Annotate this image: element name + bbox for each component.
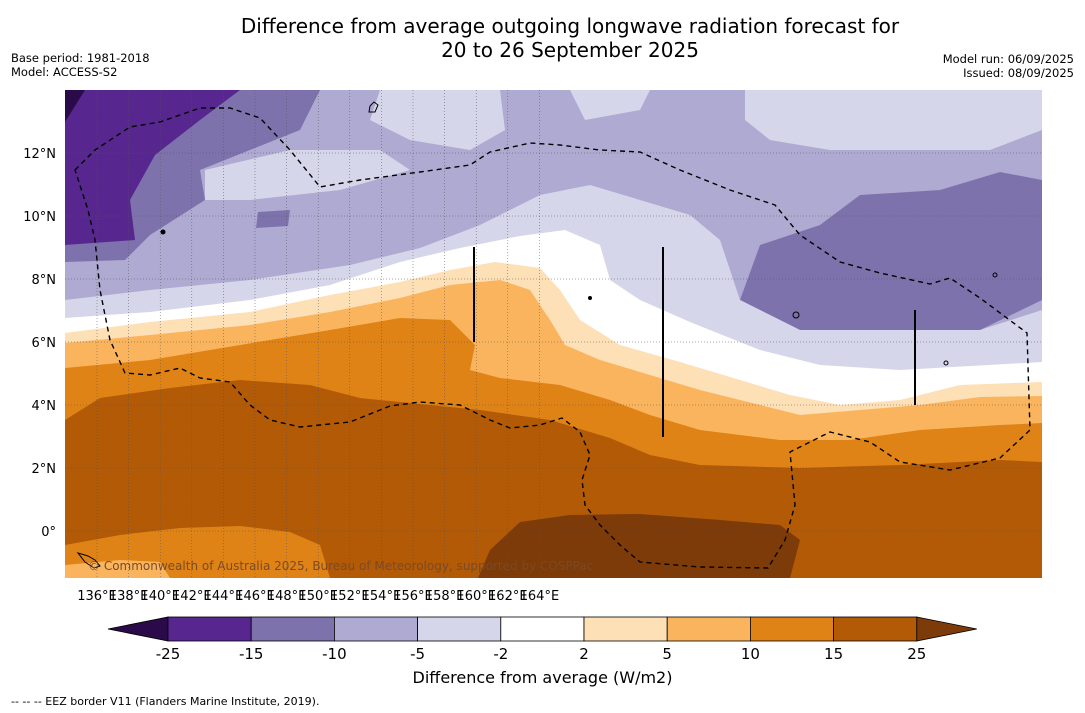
islands xyxy=(76,101,998,569)
longitude-tick-label: 140°E xyxy=(140,589,180,604)
graticule xyxy=(65,90,1042,578)
base-period: Base period: 1981-2018 xyxy=(11,51,150,65)
latitude-tick-label: 4°N xyxy=(32,399,57,414)
island-b xyxy=(792,311,800,319)
island-d xyxy=(160,229,166,235)
band-plus15-plus25 xyxy=(65,380,1042,578)
longitude-tick-label: 154°E xyxy=(362,589,402,604)
colorbar-swatch xyxy=(583,616,668,642)
longitude-tick-label: 146°E xyxy=(235,589,275,604)
title-line-1: Difference from average outgoing longwav… xyxy=(240,14,900,38)
colorbar-tick-label: -15 xyxy=(239,645,264,663)
anomaly-map xyxy=(65,90,1042,578)
latitude-tick-label: 12°N xyxy=(23,147,56,162)
band-minus5-minus2-north-a xyxy=(370,90,505,150)
model-run: Model run: 06/09/2025 xyxy=(942,52,1074,66)
longitude-tick-label: 150°E xyxy=(298,589,338,604)
colorbar-extend-low xyxy=(107,616,169,642)
latitude-tick-label: 0° xyxy=(41,525,56,540)
island-f xyxy=(992,272,998,278)
longitude-tick-label: 144°E xyxy=(204,589,244,604)
island-group-southwest xyxy=(76,552,101,569)
colorbar-swatch xyxy=(333,616,418,642)
band-minus15-minus10-patch xyxy=(256,210,290,228)
issued-date: Issued: 08/09/2025 xyxy=(963,66,1074,80)
latitude-tick-label: 8°N xyxy=(32,273,57,288)
colorbar-tick-label: -10 xyxy=(322,645,347,663)
latitude-labels: 12°N 10°N 8°N 6°N 4°N 2°N 0° xyxy=(23,147,56,540)
band-minus5-minus2-north-c xyxy=(745,90,1042,150)
band-plus5-plus10-south xyxy=(65,560,170,578)
colorbar-swatch xyxy=(666,616,751,642)
colorbar-tick-label: -2 xyxy=(493,645,508,663)
longitude-tick-label: 152°E xyxy=(330,589,370,604)
eez-border xyxy=(74,107,1031,569)
longitude-tick-label: 148°E xyxy=(267,589,307,604)
latitude-tick-label: 6°N xyxy=(32,336,57,351)
band-minus25-minus15 xyxy=(65,90,240,245)
chart-title: Difference from average outgoing longwav… xyxy=(0,14,1085,62)
band-minus5-minus2-north-d xyxy=(205,150,410,200)
island-a xyxy=(368,101,379,113)
longitude-tick-label: 158°E xyxy=(425,589,465,604)
colorbar: -25 -15 -10 -5 -2 2 5 10 15 25 xyxy=(107,616,977,663)
colorbar-tick-label: -5 xyxy=(410,645,425,663)
latitude-tick-label: 10°N xyxy=(23,210,56,225)
longitude-tick-label: 138°E xyxy=(109,589,149,604)
band-minus15-minus10-east xyxy=(740,172,1042,330)
longitude-tick-label: 160°E xyxy=(456,589,496,604)
longitude-tick-label: 136°E xyxy=(77,589,117,604)
colorbar-tick-label: -25 xyxy=(156,645,181,663)
meta-right: Model run: 06/09/2025 Issued: 08/09/2025 xyxy=(943,52,1074,80)
title-line-2: 20 to 26 September 2025 xyxy=(441,38,699,62)
island-c xyxy=(943,360,949,366)
longitude-tick-label: 164°E xyxy=(520,589,560,604)
colorbar-extend-high xyxy=(916,616,977,642)
colorbar-tick-label: 15 xyxy=(824,645,843,663)
eez-footnote: -- -- -- EEZ border V11 (Flanders Marine… xyxy=(11,695,320,708)
colorbar-swatch xyxy=(250,616,335,642)
colorbar-tick-label: 10 xyxy=(741,645,760,663)
colorbar-label: Difference from average (W/m2) xyxy=(412,668,673,687)
colorbar-tick-label: 2 xyxy=(579,645,589,663)
band-below-minus25 xyxy=(65,90,85,122)
longitude-tick-label: 142°E xyxy=(172,589,212,604)
band-above-25 xyxy=(478,514,800,578)
island-e xyxy=(588,296,592,300)
colorbar-swatch xyxy=(167,616,252,642)
copyright-notice: © Commonwealth of Australia 2025, Bureau… xyxy=(88,559,593,573)
colorbar-swatch xyxy=(417,616,502,642)
latitude-tick-label: 2°N xyxy=(32,462,57,477)
longitude-labels: 136°E138°E140°E142°E144°E146°E148°E150°E… xyxy=(77,589,559,604)
colorbar-swatch xyxy=(833,616,918,642)
colorbar-swatch xyxy=(750,616,835,642)
model-name: Model: ACCESS-S2 xyxy=(11,65,118,79)
colorbar-tick-label: 5 xyxy=(662,645,672,663)
longitude-tick-label: 162°E xyxy=(488,589,528,604)
longitude-tick-label: 156°E xyxy=(393,589,433,604)
meta-left: Base period: 1981-2018 Model: ACCESS-S2 xyxy=(11,51,150,79)
colorbar-swatch xyxy=(500,616,585,642)
colorbar-tick-label: 25 xyxy=(907,645,926,663)
band-minus5-minus2-north-b xyxy=(570,90,650,120)
